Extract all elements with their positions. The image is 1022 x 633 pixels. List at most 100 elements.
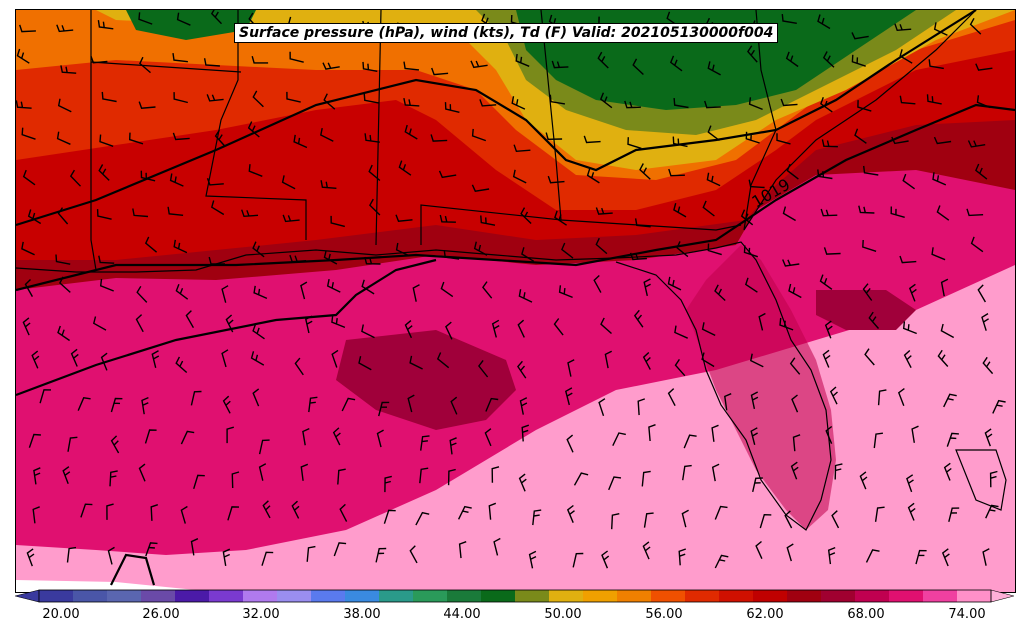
wind-barb bbox=[478, 359, 489, 378]
wind-barb bbox=[138, 12, 153, 25]
wind-barb bbox=[247, 121, 260, 138]
wind-barb bbox=[252, 388, 260, 407]
colorbar-segment bbox=[957, 590, 992, 602]
wind-barb bbox=[823, 247, 841, 255]
wind-barb bbox=[976, 95, 991, 109]
wind-barb bbox=[981, 313, 989, 331]
wind-barb bbox=[304, 315, 313, 334]
wind-barb bbox=[822, 51, 835, 68]
wind-barb bbox=[369, 198, 381, 216]
wind-barb bbox=[252, 323, 265, 340]
wind-barb bbox=[519, 397, 528, 415]
wind-barb bbox=[642, 541, 651, 560]
wind-barb bbox=[404, 124, 418, 140]
wind-barb bbox=[512, 169, 527, 184]
wind-barb bbox=[306, 545, 316, 562]
wind-barb bbox=[819, 274, 833, 290]
wind-barb bbox=[150, 504, 159, 521]
wind-barb bbox=[779, 317, 794, 331]
wind-barb bbox=[144, 236, 158, 253]
colorbar-segment bbox=[209, 590, 244, 602]
wind-barb bbox=[834, 463, 843, 480]
tick-label: 56.00 bbox=[645, 607, 683, 622]
wind-barb bbox=[785, 51, 799, 68]
wind-barb bbox=[943, 462, 952, 481]
wind-barb bbox=[322, 62, 340, 70]
wind-barbs bbox=[16, 10, 1006, 569]
wind-barb bbox=[252, 241, 265, 258]
wind-barb bbox=[289, 51, 304, 63]
wind-barb bbox=[248, 164, 263, 177]
wind-barb bbox=[261, 551, 274, 566]
wind-barb bbox=[21, 127, 36, 140]
wind-barb bbox=[403, 97, 420, 107]
wind-barb bbox=[642, 351, 651, 370]
wind-barb bbox=[899, 49, 913, 64]
wind-barb bbox=[457, 505, 472, 520]
wind-barb bbox=[430, 134, 448, 142]
wind-barb bbox=[545, 132, 563, 141]
wind-barb bbox=[903, 349, 912, 369]
wind-barb bbox=[258, 463, 267, 481]
wind-barb bbox=[967, 140, 986, 148]
wind-barb bbox=[553, 318, 564, 336]
map-panel: 1019 Surface pressure (hPa), wind (kts),… bbox=[15, 9, 1016, 593]
wind-barb bbox=[554, 210, 567, 226]
wind-barb bbox=[518, 473, 527, 492]
wind-barb bbox=[701, 322, 716, 337]
wind-barb bbox=[473, 241, 488, 256]
colorbar-segment bbox=[889, 590, 924, 602]
wind-barb bbox=[863, 165, 879, 176]
wind-barb bbox=[282, 214, 300, 223]
wind-barb bbox=[851, 32, 869, 40]
wind-barb bbox=[547, 175, 565, 184]
wind-barb bbox=[300, 281, 308, 300]
wind-barb bbox=[894, 23, 912, 32]
wind-barb bbox=[820, 208, 838, 217]
colorbar bbox=[15, 589, 1014, 603]
wind-barb bbox=[19, 24, 36, 33]
wind-barb bbox=[899, 255, 917, 264]
wind-barb bbox=[221, 285, 229, 303]
wind-barb bbox=[96, 209, 112, 220]
wind-barb bbox=[470, 60, 488, 69]
wind-barb bbox=[252, 90, 264, 108]
wind-barb bbox=[323, 250, 338, 265]
wind-barb bbox=[443, 250, 460, 260]
wind-barb bbox=[701, 352, 715, 368]
wind-barb bbox=[789, 357, 801, 375]
wind-barb bbox=[977, 284, 987, 303]
wind-barb bbox=[31, 350, 40, 369]
wind-barb bbox=[375, 547, 387, 563]
wind-barb bbox=[600, 317, 612, 335]
wind-barb bbox=[368, 164, 381, 182]
isobar-1019 bbox=[16, 103, 1015, 292]
wind-barb bbox=[100, 352, 108, 371]
colorbar-segment bbox=[379, 590, 414, 602]
wind-barb bbox=[782, 259, 800, 267]
map-title: Surface pressure (hPa), wind (kts), Td (… bbox=[234, 23, 779, 43]
wind-barb bbox=[862, 239, 877, 252]
wind-barb bbox=[56, 131, 71, 145]
wind-barb bbox=[208, 256, 225, 265]
bahamas bbox=[955, 449, 1007, 511]
wind-barb bbox=[704, 100, 721, 109]
wind-barb bbox=[714, 284, 726, 302]
fill-green-nw bbox=[126, 10, 256, 40]
wind-barb bbox=[572, 552, 584, 568]
wind-barb bbox=[601, 550, 610, 569]
wind-barb bbox=[420, 435, 430, 451]
wind-barb bbox=[643, 278, 651, 297]
wind-barb bbox=[253, 285, 268, 300]
wind-barb bbox=[339, 503, 348, 522]
wind-barb bbox=[300, 463, 309, 481]
wind-barb bbox=[521, 247, 535, 262]
wind-barb bbox=[98, 255, 115, 264]
tick-label: 44.00 bbox=[443, 607, 481, 622]
wind-barb bbox=[854, 128, 867, 144]
wind-barb bbox=[583, 135, 601, 144]
wind-barb bbox=[948, 507, 960, 522]
wind-barb bbox=[776, 133, 791, 145]
colorbar-segment bbox=[549, 590, 584, 602]
wind-barb bbox=[99, 134, 114, 147]
